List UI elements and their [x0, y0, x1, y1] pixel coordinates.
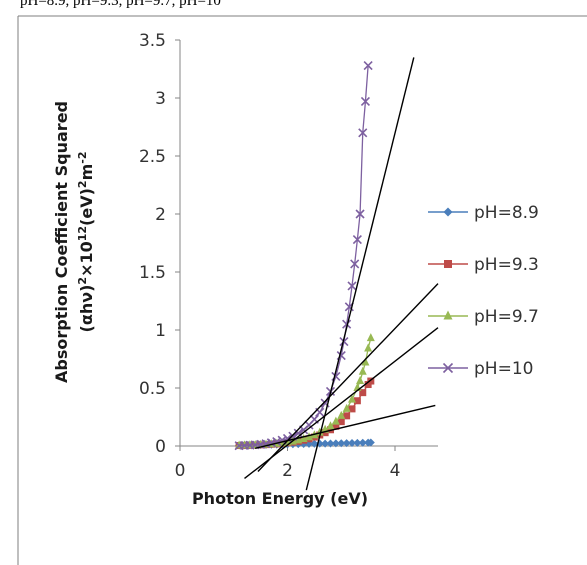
tangent-lines — [244, 57, 439, 491]
data-point — [360, 96, 371, 107]
data-point — [366, 438, 375, 447]
data-point — [367, 377, 375, 385]
data-point — [293, 428, 303, 438]
legend-item: pH=9.3 — [428, 255, 539, 275]
y-tick-label: 1.5 — [139, 263, 166, 283]
legend-label: pH=10 — [474, 359, 533, 379]
series-line — [239, 65, 369, 447]
data-point — [339, 337, 349, 347]
x-axis: 0 2 4 — [175, 445, 438, 481]
series-ph-10 — [234, 60, 373, 451]
data-point — [337, 418, 345, 426]
data-point — [332, 422, 340, 430]
data-point — [342, 403, 351, 412]
y-tick-label: 0.5 — [139, 379, 166, 399]
legend-label: pH=9.7 — [474, 307, 539, 327]
data-point — [347, 281, 357, 291]
data-point — [331, 439, 340, 448]
x-tick-label: 4 — [390, 461, 401, 481]
data-point — [444, 260, 452, 268]
x-axis-title: Photon Energy (eV) — [192, 489, 368, 508]
x-tick-label: 2 — [282, 461, 293, 481]
data-point — [350, 259, 360, 269]
data-point — [366, 333, 375, 342]
header-text: pH=8.9, pH=9.3, pH=9.7, pH=10 — [20, 0, 221, 9]
y-tick-label: 1 — [155, 321, 166, 341]
data-point — [353, 397, 361, 405]
y-tick-label: 2 — [155, 205, 166, 225]
data-point — [359, 389, 367, 397]
data-point — [337, 439, 346, 448]
y-tick-label: 3 — [155, 89, 166, 109]
data-point — [348, 438, 356, 447]
y-axis-title-line1: Absorption Coefficient Squared — [52, 101, 71, 383]
legend-label: pH=9.3 — [474, 255, 539, 275]
data-point — [363, 60, 373, 71]
y-axis: 0 0.5 1 1.5 2 2.5 3 3.5 — [139, 31, 181, 457]
legend-item: pH=8.9 — [428, 203, 539, 223]
data-point — [358, 438, 367, 447]
series-layer — [234, 60, 375, 451]
tangent-line — [255, 404, 436, 450]
legend-item: pH=9.7 — [428, 307, 539, 327]
x-tick-label: 0 — [175, 461, 186, 481]
y-axis-title-line2: (αhν)2×1012(eV)2m-2 — [76, 152, 96, 333]
tangent-line — [244, 327, 439, 480]
data-point — [443, 310, 453, 320]
y-tick-label: 0 — [155, 437, 166, 457]
data-point — [321, 439, 330, 448]
data-point — [361, 357, 370, 366]
data-point — [442, 362, 454, 374]
data-point — [326, 421, 335, 430]
legend-label: pH=8.9 — [474, 203, 539, 223]
data-point — [326, 439, 335, 448]
tangent-line — [305, 57, 415, 491]
data-point — [337, 410, 346, 419]
data-point — [352, 234, 362, 245]
data-point — [348, 405, 356, 413]
legend-item: pH=10 — [428, 359, 533, 379]
data-point — [443, 207, 453, 217]
data-point — [353, 438, 362, 447]
y-tick-label: 2.5 — [139, 147, 166, 167]
data-point — [305, 432, 313, 441]
data-point — [358, 366, 367, 375]
data-point — [342, 439, 351, 448]
data-point — [355, 209, 365, 219]
data-point — [343, 412, 351, 420]
data-point — [358, 128, 368, 138]
legend: pH=8.9 pH=9.3 pH=9.7 pH=10 — [428, 203, 539, 379]
data-point — [356, 376, 365, 385]
data-point — [342, 319, 352, 329]
data-point — [364, 343, 373, 352]
data-point — [331, 416, 340, 425]
data-point — [348, 394, 356, 403]
y-tick-label: 3.5 — [139, 31, 166, 51]
